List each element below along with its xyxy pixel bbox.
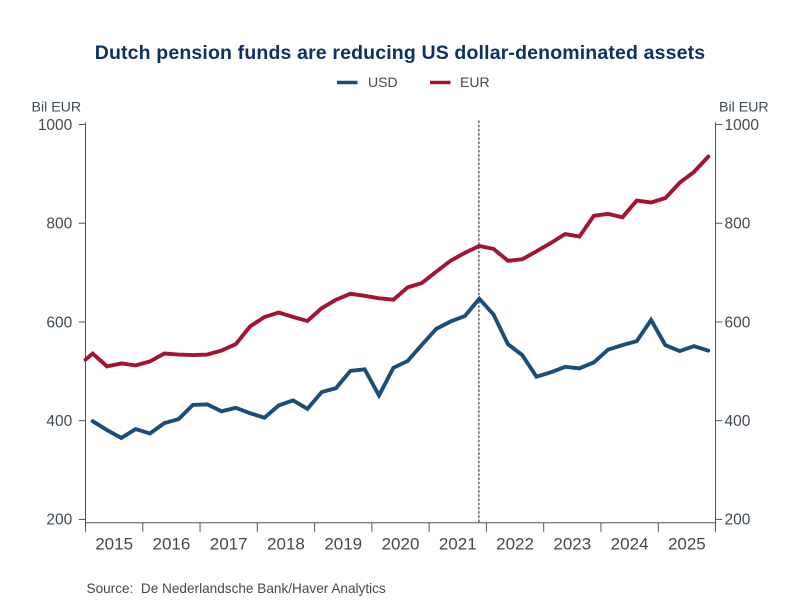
svg-text:2015: 2015	[95, 535, 133, 554]
svg-text:USD: USD	[368, 74, 398, 90]
svg-text:800: 800	[46, 216, 72, 233]
svg-text:2021: 2021	[439, 535, 477, 554]
svg-text:Source: De Nederlandsche Bank: Source: De Nederlandsche Bank/Haver Anal…	[87, 581, 386, 596]
svg-text:800: 800	[725, 216, 751, 233]
svg-text:2023: 2023	[553, 535, 591, 554]
svg-text:2024: 2024	[611, 535, 649, 554]
svg-text:200: 200	[46, 512, 72, 529]
svg-text:400: 400	[725, 413, 751, 430]
svg-text:EUR: EUR	[460, 74, 490, 90]
svg-text:2017: 2017	[210, 535, 248, 554]
svg-text:Bil EUR: Bil EUR	[719, 100, 769, 116]
svg-text:Bil EUR: Bil EUR	[32, 100, 82, 116]
svg-text:400: 400	[46, 413, 72, 430]
svg-text:2019: 2019	[324, 535, 362, 554]
svg-text:600: 600	[46, 314, 72, 331]
svg-text:600: 600	[725, 314, 751, 331]
svg-text:2018: 2018	[267, 535, 305, 554]
svg-text:2022: 2022	[496, 535, 534, 554]
svg-text:2016: 2016	[152, 535, 190, 554]
svg-text:1000: 1000	[725, 117, 760, 134]
svg-text:2025: 2025	[668, 535, 706, 554]
svg-text:Dutch pension funds are reduci: Dutch pension funds are reducing US doll…	[95, 42, 706, 64]
svg-text:2020: 2020	[382, 535, 420, 554]
svg-text:1000: 1000	[38, 117, 73, 134]
svg-text:200: 200	[725, 512, 751, 529]
